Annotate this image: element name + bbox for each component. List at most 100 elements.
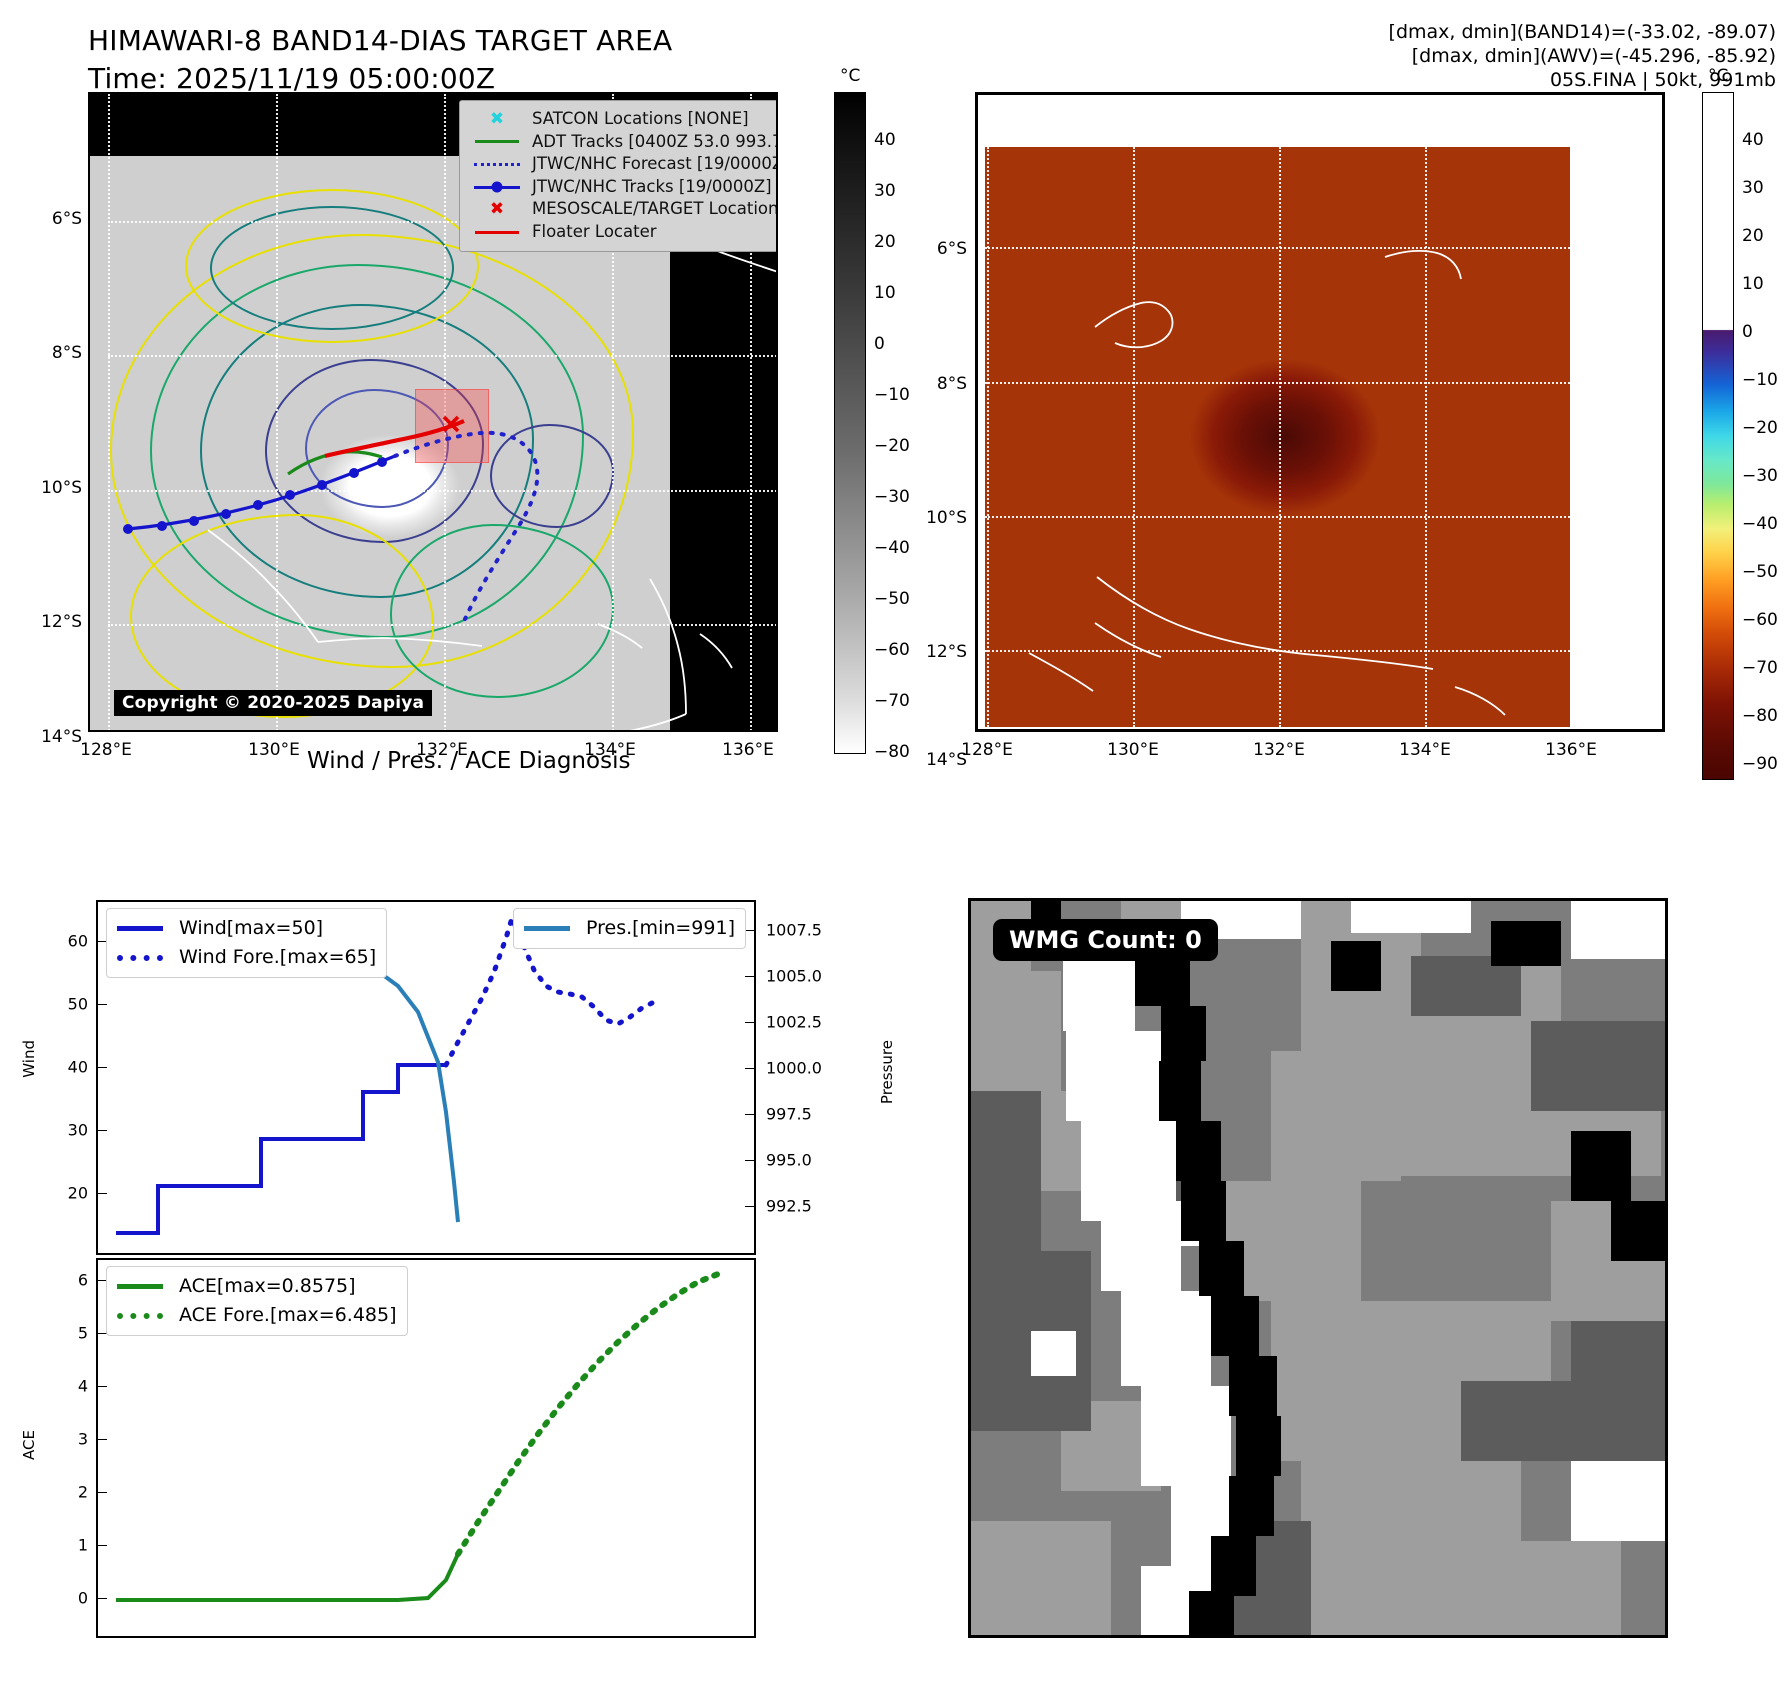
gridline-lon-130e	[276, 94, 278, 730]
gridline-lat-12s-enh	[985, 650, 1570, 652]
ir-colorbar-unit: °C	[840, 66, 861, 86]
storm-info-block: [dmax, dmin](BAND14)=(-33.02, -89.07) [d…	[1389, 20, 1776, 92]
floater-locater-line	[324, 419, 465, 459]
ace-plot	[116, 1271, 721, 1602]
ir-image: ✖ SATCON Locations [NONE] ADT Tracks [040…	[90, 94, 776, 730]
enhanced-colorbar-unit: °C	[1708, 66, 1729, 86]
gridline-lat-6s	[108, 221, 776, 223]
pressure-right-ticks	[745, 902, 754, 1253]
legend-label: Wind[max=50]	[179, 917, 324, 939]
gridline-lon-136e	[750, 94, 752, 730]
dmax-band14-text: [dmax, dmin](BAND14)=(-33.02, -89.07)	[1388, 21, 1776, 43]
adt-line-icon	[468, 140, 526, 144]
legend-label: JTWC/NHC Forecast [19/0000Z]	[532, 154, 778, 174]
ir-colorbar-gradient	[834, 92, 866, 754]
wind-legend: Wind[max=50] Wind Fore.[max=65]	[106, 908, 388, 978]
legend-row: Wind[max=50]	[117, 914, 376, 943]
gridline-lon-130e-enh	[1133, 147, 1135, 727]
enhanced-coastlines	[1028, 250, 1506, 716]
gridline-lat-10s	[108, 490, 776, 492]
legend-label: Pres.[min=991]	[586, 917, 735, 939]
gridline-lat-6s-enh	[985, 247, 1570, 249]
wind-solid-icon	[117, 926, 171, 931]
legend-label: ACE[max=0.8575]	[179, 1275, 356, 1297]
satcon-x-icon: ✖	[489, 109, 505, 129]
contour-yellow-north	[185, 189, 479, 343]
legend-label: Wind Fore.[max=65]	[179, 946, 377, 968]
dmax-awv-text: [dmax, dmin](AWV)=(-45.296, -85.92)	[1411, 45, 1776, 67]
legend-row: ✖ MESOSCALE/TARGET Location	[468, 198, 778, 221]
ir-satellite-image-panel[interactable]: ✖ SATCON Locations [NONE] ADT Tracks [040…	[88, 92, 778, 732]
legend-row: ACE[max=0.8575]	[117, 1272, 397, 1301]
ace-left-ticks	[98, 1260, 107, 1636]
track-overlay	[123, 415, 540, 621]
jtwc-track-line	[127, 454, 396, 531]
wind-axis-title: Wind	[20, 1040, 38, 1078]
page-title: HIMAWARI-8 BAND14-DIAS TARGET AREA Time:…	[88, 22, 672, 98]
ace-chart[interactable]: ACE[max=0.8575] ACE Fore.[max=6.485]	[96, 1258, 756, 1638]
mesoscale-x-icon: ✖	[489, 199, 505, 220]
pressure-y-tick-labels: 1007.5 1005.0 1002.5 1000.0 997.5 995.0 …	[766, 920, 822, 1216]
storm-summary-text: 05S.FINA | 50kt, 991mb	[1549, 69, 1776, 91]
wmg-raster	[971, 901, 1665, 1635]
contour-teal-north	[210, 206, 454, 330]
wind-forecast-dotted-icon	[117, 954, 171, 961]
legend-label: ACE Fore.[max=6.485]	[179, 1304, 397, 1326]
ace-y-tick-labels: 6 5 4 3 2 1 0	[77, 1270, 88, 1608]
legend-row: Pres.[min=991]	[524, 914, 735, 943]
mesoscale-target-box	[415, 389, 489, 463]
gridline-lat-8s	[108, 355, 776, 357]
time-text: Time: 2025/11/19 05:00:00Z	[88, 62, 496, 95]
legend-label: Floater Locater	[532, 221, 657, 241]
legend-row: ACE Fore.[max=6.485]	[117, 1301, 397, 1330]
pressure-legend: Pres.[min=991]	[513, 908, 746, 949]
pressure-solid-icon	[524, 926, 578, 931]
enhanced-ir-image	[985, 147, 1570, 727]
jtwc-track-points	[123, 457, 387, 534]
wind-forecast-series	[443, 910, 657, 1068]
legend-row: JTWC/NHC Forecast [19/0000Z]	[468, 153, 778, 176]
legend-row: ✖ SATCON Locations [NONE]	[468, 108, 776, 131]
enhanced-ir-panel[interactable]	[975, 92, 1665, 732]
copyright-notice: Copyright © 2020-2025 Dapiya	[114, 690, 433, 716]
legend-row: Floater Locater	[468, 221, 776, 244]
legend-row: Wind Fore.[max=65]	[117, 943, 376, 972]
ace-observed-series	[116, 1553, 460, 1602]
wind-observed-series	[116, 1063, 446, 1235]
ace-forecast-series	[455, 1271, 721, 1557]
ir-y-axis: 6°S 8°S 10°S 12°S 14°S	[41, 209, 82, 747]
contour-blue-inner	[305, 389, 449, 508]
legend-label: ADT Tracks [0400Z 53.0 993.7]	[532, 131, 778, 151]
legend-label: SATCON Locations [NONE]	[532, 109, 749, 128]
ace-axis-title: ACE	[20, 1430, 38, 1460]
enhanced-y-axis: 6°S 8°S 10°S 12°S 14°S	[926, 239, 967, 770]
gridline-lon-132e-enh	[1279, 147, 1281, 727]
legend-label: JTWC/NHC Tracks [19/0000Z]	[532, 176, 772, 196]
wmg-count-badge: WMG Count: 0	[993, 919, 1218, 961]
wind-pressure-chart[interactable]: Wind[max=50] Wind Fore.[max=65] Pres.[mi…	[96, 900, 756, 1255]
gridline-lon-128e-enh	[987, 147, 989, 727]
legend-row: ADT Tracks [0400Z 53.0 993.7]	[468, 131, 778, 154]
enhanced-colorbar: °C 40 30 20 10 0 −10 −20 −30 −40 −50 −60…	[1700, 66, 1788, 780]
title-text: HIMAWARI-8 BAND14-DIAS TARGET AREA	[88, 24, 673, 57]
gridline-lat-10s-enh	[985, 516, 1570, 518]
jtwc-track-icon	[468, 181, 526, 193]
legend-row: JTWC/NHC Tracks [19/0000Z]	[468, 176, 776, 199]
wind-left-ticks	[98, 902, 107, 1253]
wind-y-tick-labels: 60 50 40 30 20	[67, 931, 88, 1203]
ace-solid-icon	[117, 1284, 171, 1289]
gridline-lon-134e	[612, 94, 614, 730]
enhanced-colorbar-gradient	[1702, 92, 1734, 780]
gridline-lon-132e	[444, 94, 446, 730]
wmg-panel[interactable]: WMG Count: 0	[968, 898, 1668, 1638]
forecast-dotted-icon	[468, 162, 526, 166]
ace-legend: ACE[max=0.8575] ACE Fore.[max=6.485]	[106, 1266, 408, 1336]
ir-nodata-right	[670, 156, 776, 730]
floater-line-icon	[468, 230, 526, 234]
gridline-lat-12s	[108, 624, 776, 626]
diagnosis-title: Wind / Pres. / ACE Diagnosis	[307, 748, 631, 774]
gridline-lon-128e	[108, 94, 110, 730]
ir-colorbar: °C 40 30 20 10 0 −10 −20 −30 −40 −50 −60…	[832, 66, 952, 766]
legend-label: MESOSCALE/TARGET Location	[532, 199, 778, 219]
ace-forecast-dotted-icon	[117, 1312, 171, 1319]
